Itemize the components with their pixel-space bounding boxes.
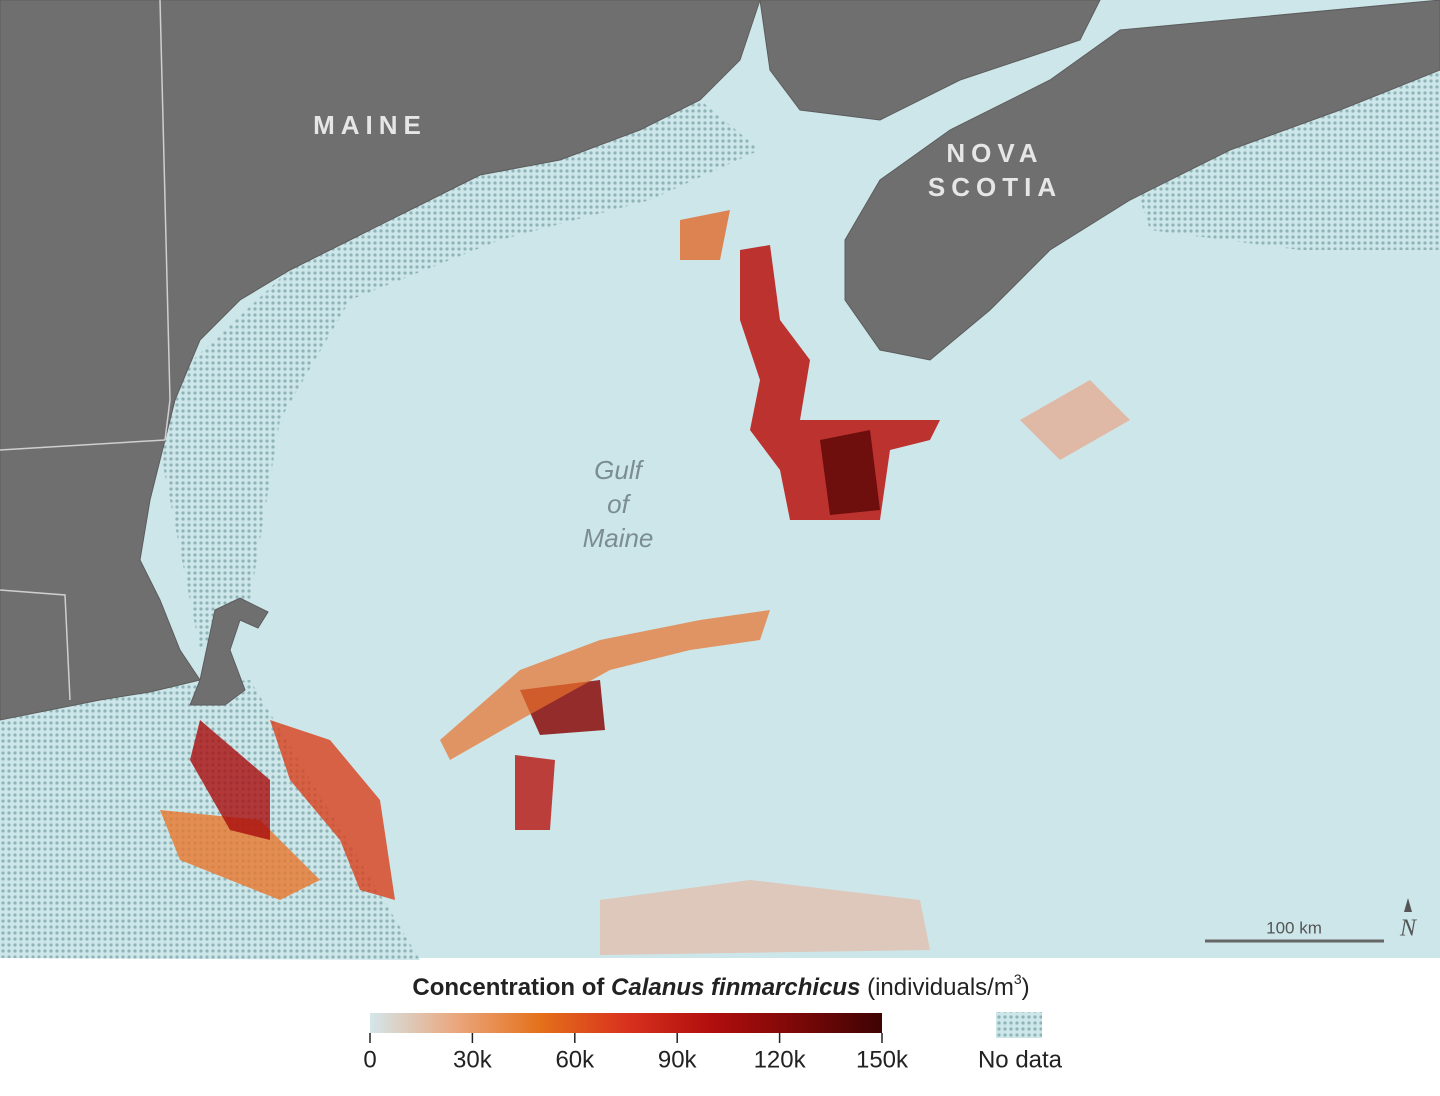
plankton-patches [160,210,1130,955]
north-label: N [1399,916,1418,942]
legend-title: Concentration of Calanus finmarchicus (i… [412,971,1029,1002]
tick-label: 30k [453,1046,493,1073]
legend-title-part: Calanus finmarchicus [611,974,860,1001]
legend-title-part: ) [1022,974,1030,1001]
colorbar [370,1013,882,1033]
place-label: NOVA [946,138,1043,168]
tick-label: 0 [363,1046,376,1073]
land [0,0,1440,721]
no-data-swatch [996,1012,1042,1038]
water-label: Gulf [594,455,644,485]
north-arrow [1404,898,1412,912]
borders [0,0,171,701]
tick-label: 90k [658,1046,698,1073]
legend-title-part: 3 [1014,971,1022,987]
place-label: MAINE [313,110,427,140]
legend-title-part: Concentration of [412,974,611,1001]
legend-title-part: (individuals/m [860,974,1013,1001]
water-label: Maine [583,523,654,553]
water-label: of [607,489,631,519]
place-label: SCOTIA [928,172,1062,202]
tick-label: 60k [555,1046,595,1073]
tick-label: 120k [754,1046,807,1073]
tick-label: 150k [856,1046,909,1073]
scale-label: 100 km [1266,918,1322,937]
no-data-label: No data [978,1046,1063,1073]
